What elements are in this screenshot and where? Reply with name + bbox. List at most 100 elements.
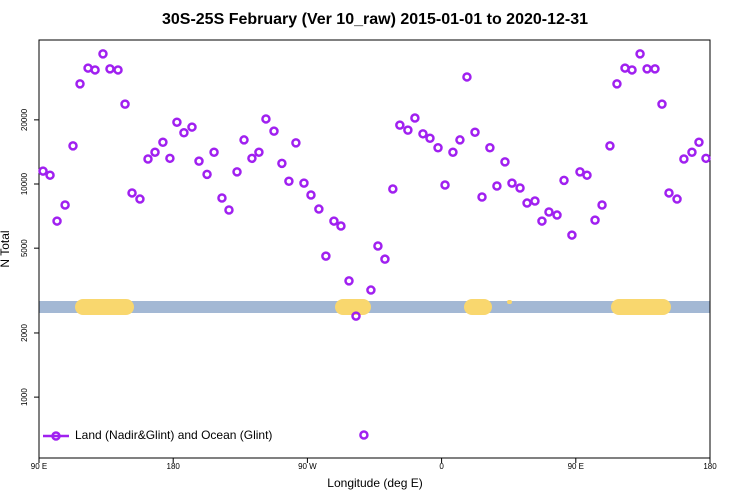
point: [492, 181, 502, 191]
point: [194, 156, 204, 166]
point: [45, 170, 55, 180]
point: [418, 129, 428, 139]
point: [98, 49, 108, 59]
point: [105, 64, 115, 74]
point: [351, 311, 361, 321]
point: [158, 137, 168, 148]
point: [500, 157, 510, 167]
point: [38, 166, 48, 176]
chart-title: 30S-25S February (Ver 10_raw) 2015-01-01…: [162, 11, 588, 28]
point: [544, 207, 554, 217]
point: [217, 193, 227, 203]
y-tick-label: 5000: [20, 239, 29, 257]
point: [642, 64, 652, 74]
x-tick-label: 90 W: [298, 462, 317, 471]
point: [455, 135, 465, 145]
point: [366, 285, 376, 295]
point: [239, 135, 249, 145]
point: [567, 230, 577, 240]
y-axis-label: N Total: [0, 230, 12, 267]
point: [284, 176, 294, 187]
point: [515, 183, 525, 193]
point: [403, 125, 413, 135]
point: [582, 170, 592, 180]
point: [344, 276, 354, 286]
point: [380, 254, 390, 264]
point: [90, 65, 100, 75]
legend-marker: [51, 431, 61, 441]
point: [127, 188, 137, 198]
point: [75, 79, 85, 89]
point: [605, 141, 615, 151]
point: [120, 99, 130, 109]
point: [635, 49, 645, 59]
point: [373, 241, 383, 251]
point: [650, 64, 660, 74]
ocean-band: [39, 301, 710, 313]
y-tick-label: 1000: [20, 388, 29, 406]
point: [664, 188, 674, 198]
point: [507, 178, 517, 188]
y-tick-label: 10000: [20, 172, 29, 195]
point: [701, 153, 711, 164]
point: [590, 215, 600, 225]
x-tick-label: 90 E: [31, 462, 47, 471]
point: [179, 128, 189, 138]
point: [657, 99, 667, 109]
point: [462, 72, 472, 82]
point: [485, 142, 495, 153]
point: [209, 147, 219, 157]
point: [552, 210, 562, 220]
x-tick-label: 180: [703, 462, 717, 471]
point: [291, 138, 301, 148]
point: [597, 200, 607, 210]
point: [321, 251, 331, 261]
point: [232, 167, 242, 177]
y-tick-label: 2000: [20, 324, 29, 342]
point: [522, 198, 532, 208]
point: [433, 142, 443, 153]
point: [388, 184, 398, 194]
land-band: [507, 300, 512, 304]
x-tick-label: 180: [167, 462, 181, 471]
y-tick-label: 20000: [20, 108, 29, 131]
point: [277, 158, 287, 169]
point: [694, 137, 704, 148]
x-axis-label: Longitude (deg E): [327, 476, 422, 490]
point: [306, 190, 316, 200]
point: [448, 147, 458, 157]
point: [336, 221, 346, 231]
point: [143, 154, 153, 164]
point: [470, 127, 480, 137]
point: [575, 167, 585, 177]
point: [165, 153, 175, 164]
point: [269, 126, 279, 136]
point: [410, 113, 420, 123]
point: [425, 133, 435, 143]
point: [68, 141, 78, 151]
point: [299, 178, 309, 188]
point: [559, 175, 569, 186]
point: [612, 79, 622, 89]
point: [187, 122, 197, 132]
map-strip: [39, 299, 710, 315]
point: [537, 216, 547, 226]
legend-label: Land (Nadir&Glint) and Ocean (Glint): [75, 428, 272, 442]
point: [679, 154, 689, 164]
land-band: [75, 299, 134, 315]
point: [261, 114, 271, 124]
point: [202, 169, 212, 180]
land-band: [611, 299, 671, 315]
point: [247, 153, 257, 164]
point: [672, 194, 682, 204]
point: [60, 200, 70, 210]
point: [314, 204, 324, 214]
plot-frame: [38, 39, 711, 459]
point: [395, 120, 405, 130]
point: [150, 147, 160, 157]
point: [224, 205, 234, 215]
point: [440, 180, 450, 190]
point: [530, 196, 540, 206]
x-tick-label: 90 E: [568, 462, 584, 471]
